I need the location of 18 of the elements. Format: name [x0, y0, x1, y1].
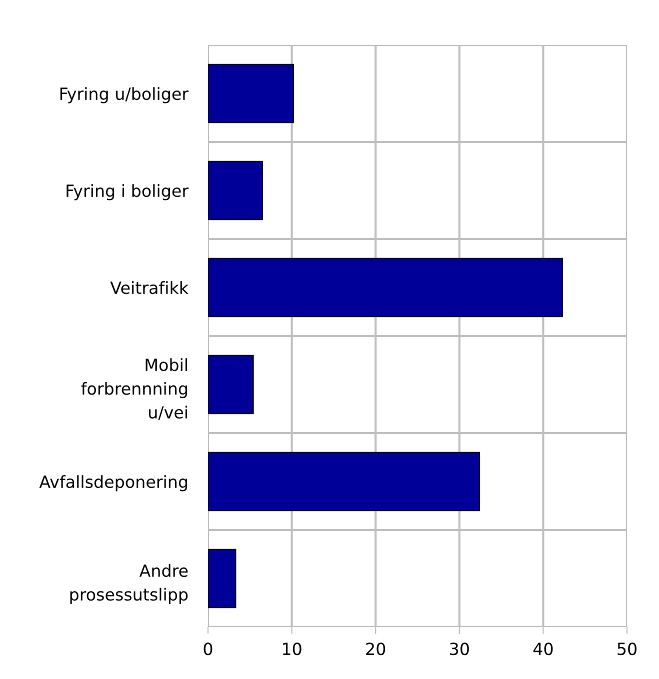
bar [208, 452, 480, 512]
x-tick-label: 10 [283, 642, 302, 656]
y-tick-label: Avfallsdeponering [39, 475, 188, 492]
bar [208, 160, 264, 220]
x-tick-label: 30 [450, 642, 469, 656]
x-tick-label: 0 [204, 642, 212, 656]
x-tick-label: 50 [618, 642, 636, 656]
y-tick-label: Andre prosessutslipp [70, 564, 188, 604]
y-tick-label: Mobil forbrennning u/vei [81, 358, 188, 420]
bar [208, 548, 236, 608]
y-tick-label: Veitrafikk [110, 281, 189, 294]
x-tick-label: 40 [533, 642, 553, 656]
bar [208, 354, 254, 414]
bar [208, 64, 294, 124]
bar [208, 258, 564, 318]
y-tick-label: Fyring u/boliger [60, 87, 189, 104]
x-tick-label: 20 [366, 642, 386, 656]
y-tick-label: Fyring i boliger [66, 184, 189, 200]
